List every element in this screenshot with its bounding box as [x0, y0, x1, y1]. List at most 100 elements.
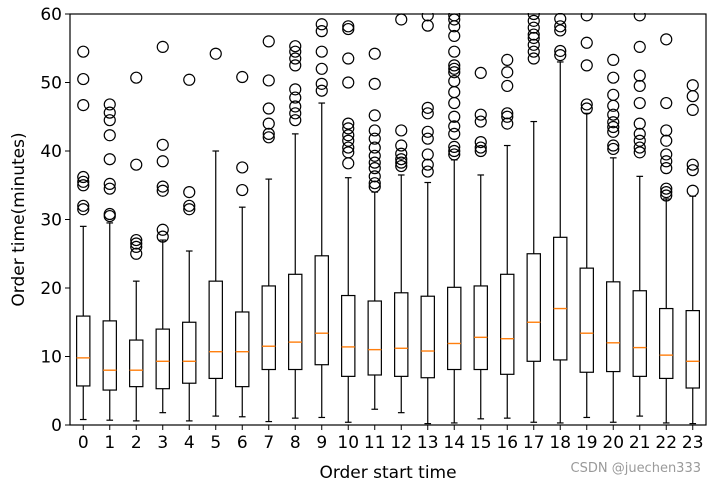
outlier-point	[474, 144, 487, 158]
box-7	[261, 35, 276, 423]
x-tick-label: 3	[157, 433, 168, 453]
box-iqr	[579, 267, 594, 373]
box-13	[420, 13, 435, 425]
outlier-point	[262, 74, 275, 87]
outlier-point	[660, 33, 673, 46]
outlier-point	[262, 131, 275, 144]
outlier-point	[289, 83, 302, 96]
outlier-point	[395, 153, 408, 166]
outlier-point	[315, 18, 328, 31]
box-iqr	[182, 321, 197, 384]
outlier-point	[580, 98, 593, 111]
x-tick-label: 18	[549, 433, 571, 453]
outlier-point	[315, 84, 328, 97]
box-3	[155, 40, 170, 414]
box-iqr	[367, 300, 382, 376]
box-2	[129, 71, 144, 422]
outlier-point	[660, 189, 673, 202]
box-19	[579, 13, 594, 419]
outlier-point	[421, 107, 434, 120]
outlier-point	[686, 184, 699, 197]
outlier-point	[289, 100, 302, 113]
box-10	[341, 20, 356, 423]
box-iqr	[685, 310, 700, 389]
box-iqr	[553, 236, 568, 361]
outlier-point	[183, 73, 196, 86]
outlier-point	[580, 102, 593, 115]
outlier-point	[580, 59, 593, 72]
outlier-point	[660, 186, 673, 199]
outlier-point	[342, 134, 355, 147]
outlier-point	[289, 107, 302, 120]
box-iqr	[76, 315, 91, 387]
outlier-point	[103, 182, 116, 195]
outlier-point	[554, 48, 567, 62]
outlier-point	[501, 66, 514, 79]
outlier-point	[501, 107, 514, 120]
box-iqr	[394, 292, 409, 377]
outlier-point	[183, 203, 196, 216]
outlier-point	[421, 101, 434, 114]
outlier-point	[527, 14, 540, 27]
outlier-point	[368, 47, 381, 60]
x-tick-label: 14	[443, 433, 465, 453]
outlier-point	[607, 108, 620, 121]
outlier-point	[554, 20, 567, 33]
outlier-point	[289, 52, 302, 65]
outlier-point	[660, 182, 673, 195]
x-tick-label: 6	[237, 433, 248, 453]
x-tick-label: 11	[364, 433, 386, 453]
outlier-point	[156, 138, 169, 151]
outlier-point	[156, 223, 169, 236]
outlier-point	[527, 21, 540, 34]
outlier-point	[368, 149, 381, 162]
x-axis-ticks: 0 1 2 3 4 5 6 7 8 9 10 11 12 13 14 15 16 17 18 19 20 21 22 23	[78, 425, 704, 453]
x-tick-label: 16	[496, 433, 518, 453]
outlier-point	[527, 31, 540, 45]
y-tick-label: 50	[40, 74, 62, 94]
box-iqr	[235, 311, 250, 388]
outlier-point	[660, 124, 673, 137]
box-20	[606, 53, 621, 423]
outlier-point	[315, 25, 328, 38]
outlier-point	[607, 88, 620, 101]
outlier-point	[342, 76, 355, 89]
x-tick-label: 20	[602, 433, 624, 453]
outlier-point	[633, 96, 646, 110]
outlier-point	[501, 79, 514, 93]
box-iqr	[208, 280, 223, 380]
outlier-point	[368, 77, 381, 90]
outlier-point	[501, 53, 514, 66]
outlier-point	[527, 45, 540, 58]
box-6	[235, 70, 250, 418]
x-tick-label: 4	[184, 433, 195, 453]
outlier-point	[474, 66, 487, 80]
outlier-point	[554, 44, 567, 58]
outlier-point	[527, 52, 540, 65]
outlier-point	[607, 120, 620, 134]
outlier-point	[633, 127, 646, 140]
outlier-point	[633, 134, 646, 147]
outlier-point	[315, 62, 328, 75]
outlier-point	[686, 90, 699, 103]
outlier-point	[448, 110, 461, 123]
y-tick-label: 20	[40, 279, 62, 299]
box-0	[76, 45, 91, 421]
outlier-point	[262, 127, 275, 140]
outlier-point	[474, 135, 487, 149]
outlier-point	[289, 40, 302, 53]
x-tick-label: 5	[210, 433, 221, 453]
outlier-point	[554, 13, 567, 25]
outlier-point	[448, 120, 461, 133]
box-iqr	[155, 328, 170, 390]
outlier-point	[315, 77, 328, 90]
outlier-point	[77, 179, 90, 192]
box-iqr	[447, 286, 462, 371]
box-11	[367, 47, 382, 410]
outlier-point	[580, 36, 593, 49]
outlier-point	[633, 117, 646, 130]
outlier-point	[474, 115, 487, 128]
box-iqr	[659, 307, 674, 380]
outlier-point	[368, 177, 381, 190]
outlier-point	[77, 203, 90, 216]
